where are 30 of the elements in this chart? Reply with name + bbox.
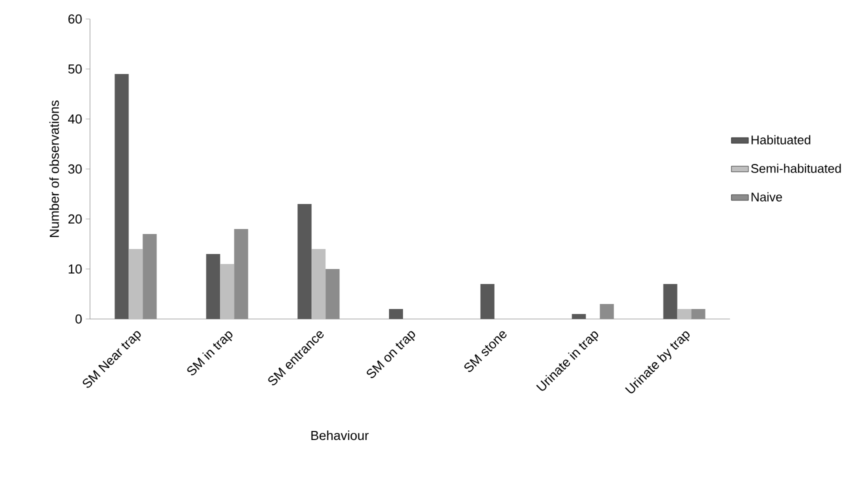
x-tick-label: SM in trap <box>187 331 232 376</box>
x-tick-label: SM on trap <box>366 331 416 378</box>
bar <box>128 249 143 319</box>
bar <box>663 284 678 319</box>
y-tick-label: 50 <box>68 64 82 74</box>
y-tick-label: 30 <box>68 164 82 174</box>
bar <box>326 269 340 319</box>
bar <box>220 264 234 319</box>
bar <box>206 254 220 319</box>
legend-label: Habituated <box>752 135 810 144</box>
y-tick-label: 10 <box>68 264 82 274</box>
bar <box>677 309 692 319</box>
bar <box>234 229 248 319</box>
y-tick-label: 20 <box>68 214 82 224</box>
bar <box>312 249 326 319</box>
legend-label: Semi-habituated <box>751 164 841 173</box>
bar <box>142 234 157 319</box>
legend-label: Naive <box>752 192 782 202</box>
bar <box>480 284 494 319</box>
y-axis-title: Number of observations <box>49 100 59 237</box>
bar <box>114 74 129 319</box>
bar <box>389 309 404 319</box>
bar <box>298 204 312 319</box>
bar <box>691 309 706 319</box>
y-tick-label: 40 <box>68 114 82 124</box>
y-tick-label: 60 <box>68 14 82 24</box>
x-axis-title: Behaviour <box>311 430 369 440</box>
bar <box>572 314 586 319</box>
bar <box>600 304 614 319</box>
y-tick-label: 0 <box>76 314 82 324</box>
